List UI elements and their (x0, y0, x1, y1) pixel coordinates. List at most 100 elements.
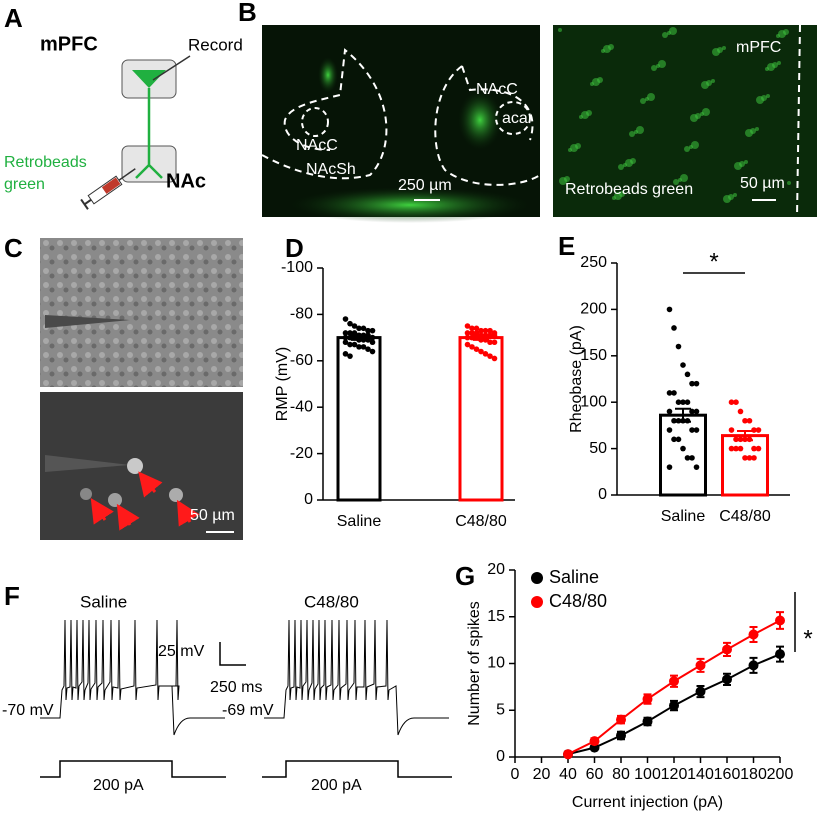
panel-label: G (455, 561, 475, 591)
legend-label: C48/80 (549, 591, 607, 611)
data-point (680, 362, 686, 368)
step-trace (40, 760, 226, 778)
data-point (473, 325, 480, 332)
data-point (728, 399, 735, 406)
region-outline (495, 101, 531, 135)
data-point (742, 417, 748, 424)
cell-dot (656, 64, 660, 68)
cell-dot (568, 148, 572, 152)
data-point (351, 323, 358, 329)
data-point (675, 436, 682, 443)
data-point (478, 327, 484, 334)
cell-dot (777, 61, 781, 65)
data-point (728, 445, 735, 452)
cell-dot (701, 81, 709, 89)
data-point (487, 353, 493, 359)
image-glow (290, 187, 530, 223)
y-tick-label: 250 (580, 254, 607, 271)
cell-dot (787, 181, 791, 185)
cell-dot (711, 79, 715, 83)
data-point (689, 455, 695, 461)
cell-dot (673, 179, 679, 185)
error-bar (473, 334, 489, 341)
cell-dot (590, 82, 594, 86)
x-tick-label: C48/80 (719, 508, 771, 525)
condition-label: Saline (80, 592, 127, 611)
data-point (369, 327, 376, 334)
bar (659, 413, 707, 497)
cell-dot (684, 146, 690, 152)
step-trace (262, 760, 452, 778)
scale-label: 250 ms (210, 679, 262, 696)
data-point (589, 736, 600, 747)
y-tick-label: 10 (487, 655, 505, 672)
cell-dots (558, 27, 791, 203)
x-tick-label: 60 (586, 766, 604, 783)
data-point (482, 351, 489, 357)
x-tick-label: 200 (767, 766, 794, 783)
data-point (675, 399, 682, 406)
y-tick-label: 20 (487, 561, 505, 578)
data-point (473, 346, 480, 353)
cell-dot (629, 131, 635, 137)
x-tick-label: 80 (612, 766, 630, 783)
rmp-label: -70 mV (2, 702, 54, 719)
data-point (369, 339, 376, 346)
panel-label: C (4, 233, 23, 263)
data-point (469, 344, 475, 350)
x-tick-label: C48/80 (455, 513, 507, 530)
cell-dot (678, 178, 682, 182)
data-point (680, 399, 686, 406)
y-tick-label: 0 (598, 486, 607, 503)
image-glow (318, 57, 338, 93)
data-point (365, 346, 371, 353)
cell-dot (734, 162, 742, 170)
record-label: Record (188, 35, 243, 54)
legend-marker (531, 596, 543, 608)
cell (80, 488, 92, 500)
data-point (342, 351, 349, 357)
y-tick-label: -20 (290, 445, 313, 462)
data-point (695, 686, 706, 697)
cell-dot (755, 127, 759, 131)
significance: * (709, 248, 718, 275)
data-point (365, 332, 371, 339)
panel-label: E (558, 231, 575, 261)
x-tick-label: 180 (740, 766, 767, 783)
data-point (684, 455, 691, 461)
y-tick-label: -100 (281, 259, 313, 276)
data-point (693, 464, 700, 470)
cell-dot (776, 34, 780, 38)
error-bar (351, 334, 367, 341)
data-point (671, 436, 677, 443)
data-point (356, 344, 362, 350)
data-point (369, 348, 376, 355)
cell-dot (700, 112, 704, 116)
data-point (347, 320, 353, 327)
data-point (689, 380, 695, 387)
y-tick-label: -40 (290, 398, 313, 415)
voltage-trace (264, 619, 449, 736)
midline (796, 24, 801, 218)
data-point (746, 455, 753, 461)
region-label: mPFC (736, 39, 781, 56)
cell-dot (618, 164, 624, 170)
data-point (464, 323, 471, 329)
scale-label: 25 mV (158, 643, 205, 660)
data-point (693, 380, 700, 387)
rmp-label: -69 mV (222, 702, 274, 719)
target-label: NAc (166, 170, 206, 192)
data-point (491, 332, 498, 339)
panel-label: D (285, 233, 304, 263)
cell (108, 493, 122, 507)
cell-dot (612, 196, 616, 200)
y-axis-label: Rheobase (pA) (568, 325, 585, 433)
y-tick-label: 150 (580, 347, 607, 364)
data-point (737, 408, 744, 415)
cell-dot (744, 160, 748, 164)
x-tick-label: 40 (559, 766, 577, 783)
cell-dot (640, 98, 646, 104)
data-point (369, 334, 376, 341)
y-tick-label: -80 (290, 306, 313, 323)
data-point (671, 325, 677, 331)
